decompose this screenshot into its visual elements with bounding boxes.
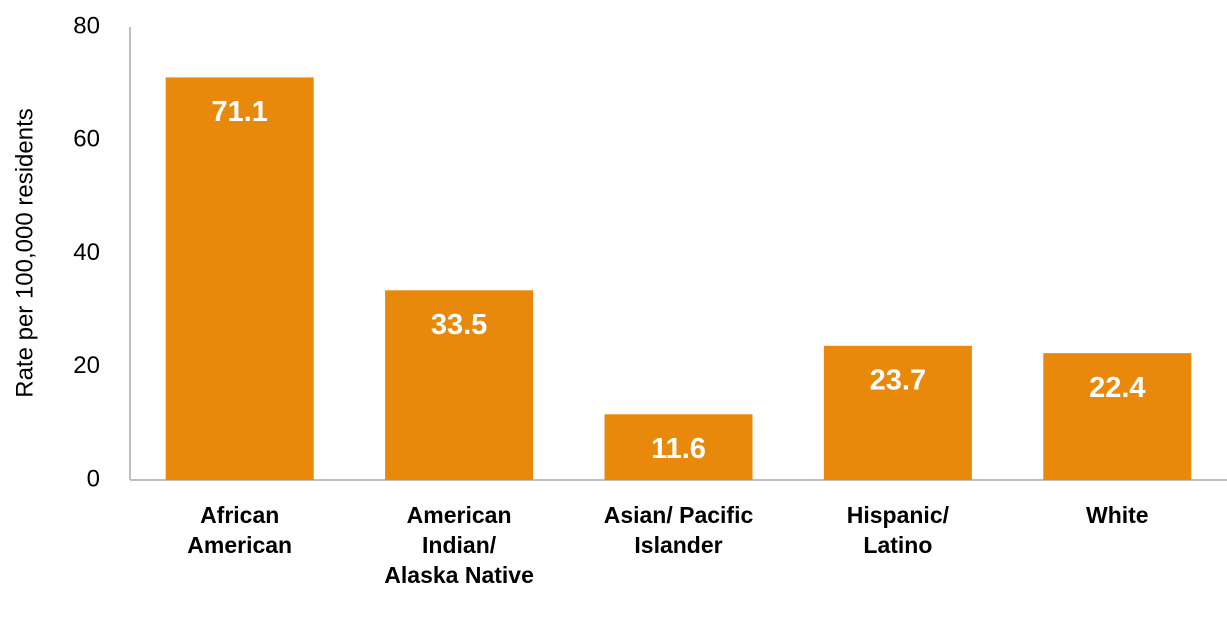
x-tick-label: African American [187, 502, 293, 558]
x-tick-label: Asian/ Pacific Islander [603, 502, 754, 558]
value-label: 71.1 [211, 96, 267, 128]
y-tick-label: 0 [87, 465, 100, 492]
y-tick-label: 40 [73, 239, 100, 266]
x-tick-label: American Indian/ Alaska Native [384, 502, 534, 588]
bar [823, 345, 972, 480]
bar [165, 77, 314, 481]
value-label: 22.4 [1089, 372, 1145, 404]
y-tick-label: 20 [73, 352, 100, 379]
y-axis-label: Rate per 100,000 residents [11, 108, 38, 398]
value-label: 11.6 [651, 433, 706, 465]
value-label: 23.7 [870, 364, 926, 396]
y-tick-label: 60 [73, 126, 100, 153]
bar [1043, 353, 1192, 480]
x-tick-label: Hispanic/ Latino [846, 502, 950, 558]
y-tick-label: 80 [73, 12, 100, 39]
bar [385, 290, 534, 480]
value-label: 33.5 [431, 309, 487, 341]
bar [604, 414, 753, 480]
x-tick-label: White [1085, 502, 1149, 528]
